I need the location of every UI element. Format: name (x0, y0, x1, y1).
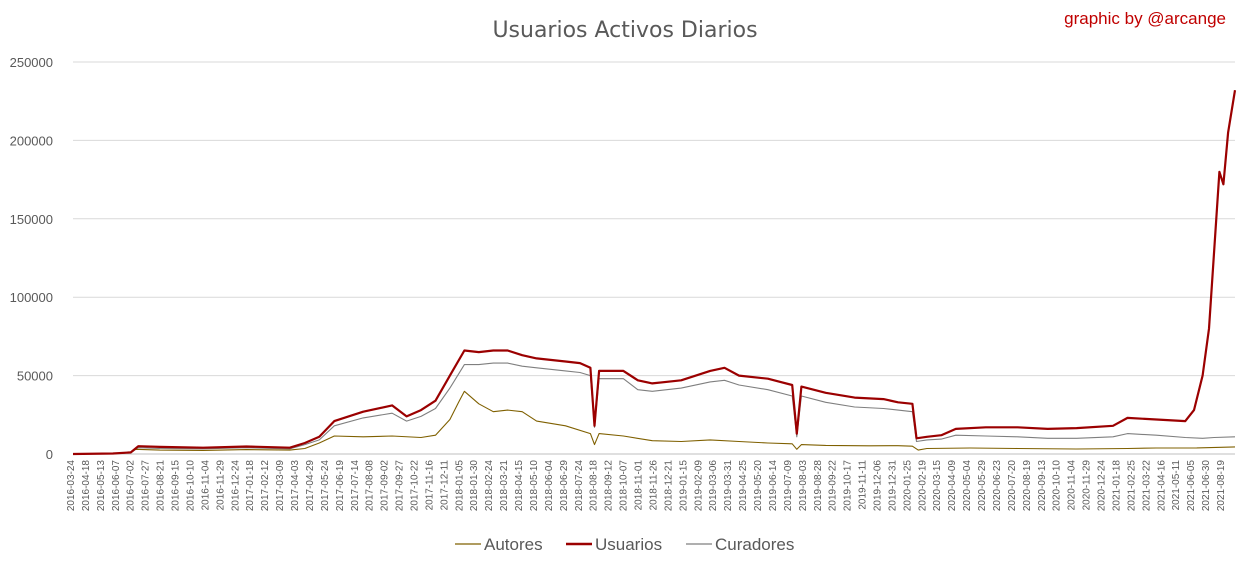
x-tick-label: 2020-08-19 (1022, 460, 1033, 512)
x-tick-label: 2018-11-01 (634, 460, 645, 511)
x-tick-label: 2020-05-04 (962, 460, 973, 512)
x-tick-label: 2017-04-29 (305, 460, 316, 512)
x-tick-label: 2020-03-15 (932, 460, 943, 512)
x-tick-label: 2021-04-16 (1156, 460, 1167, 512)
x-tick-label: 2017-11-16 (424, 460, 435, 511)
x-tick-label: 2018-07-24 (574, 460, 585, 512)
x-tick-label: 2018-01-30 (469, 460, 480, 512)
legend-label-curadores: Curadores (715, 535, 794, 554)
x-tick-label: 2018-03-21 (499, 460, 510, 512)
x-tick-label: 2017-02-12 (260, 460, 271, 512)
x-tick-label: 2021-06-30 (1201, 460, 1212, 512)
x-tick-label: 2021-08-19 (1216, 460, 1227, 512)
x-tick-label: 2017-08-08 (365, 460, 376, 512)
x-tick-label: 2019-10-17 (843, 460, 854, 512)
x-tick-label: 2017-03-09 (275, 460, 286, 512)
x-tick-label: 2017-04-03 (290, 460, 301, 512)
x-tick-label: 2017-05-24 (320, 460, 331, 512)
series-line-autores (72, 390, 1236, 455)
x-tick-label: 2018-12-21 (663, 460, 674, 512)
legend-label-autores: Autores (484, 535, 543, 554)
x-tick-label: 2020-10-10 (1052, 460, 1063, 512)
series-lines (72, 90, 1237, 456)
x-tick-label: 2017-06-19 (335, 460, 346, 512)
x-tick-label: 2018-05-10 (529, 460, 540, 512)
x-tick-label: 2019-08-03 (798, 460, 809, 512)
x-tick-label: 2019-12-31 (887, 460, 898, 512)
chart-title: Usuarios Activos Diarios (492, 18, 757, 43)
x-tick-label: 2017-10-22 (410, 460, 421, 512)
x-tick-label: 2019-12-06 (872, 460, 883, 512)
x-tick-label: 2019-07-09 (783, 460, 794, 512)
gridlines (73, 61, 1235, 455)
x-tick-label: 2016-03-24 (66, 460, 77, 512)
x-tick-label: 2019-04-25 (738, 460, 749, 512)
x-tick-label: 2019-03-31 (723, 460, 734, 512)
x-tick-label: 2018-08-18 (589, 460, 600, 512)
x-tick-label: 2020-09-13 (1037, 460, 1048, 512)
y-tick-label: 50000 (17, 369, 53, 384)
x-tick-label: 2020-06-23 (992, 460, 1003, 512)
x-axis-ticks: 2016-03-24 2016-04-18 2016-05-13 2016-06-07… (66, 460, 1227, 512)
x-tick-label: 2018-04-15 (514, 460, 525, 512)
x-tick-label: 2020-01-25 (902, 460, 913, 512)
x-tick-label: 2016-04-18 (81, 460, 92, 512)
x-tick-label: 2017-09-02 (380, 460, 391, 512)
x-tick-label: 2017-01-18 (245, 460, 256, 512)
x-tick-label: 2018-11-26 (648, 460, 659, 511)
x-tick-label: 2016-05-13 (96, 460, 107, 512)
x-tick-label: 2018-06-04 (544, 460, 555, 512)
x-tick-label: 2020-05-29 (977, 460, 988, 512)
x-tick-label: 2017-09-27 (395, 460, 406, 512)
y-tick-label: 200000 (10, 133, 53, 148)
legend-label-usuarios: Usuarios (595, 535, 662, 554)
x-tick-label: 2018-01-05 (454, 460, 465, 512)
x-tick-label: 2021-05-11 (1171, 460, 1182, 511)
x-tick-label: 2019-09-22 (828, 460, 839, 512)
x-tick-label: 2016-09-15 (171, 460, 182, 512)
legend: Autores Usuarios Curadores (455, 535, 794, 554)
x-tick-label: 2016-12-24 (230, 460, 241, 512)
x-tick-label: 2020-02-19 (917, 460, 928, 512)
y-axis-ticks: 0 50000 100000 150000 200000 250000 (10, 55, 53, 462)
x-tick-label: 2019-11-11 (858, 460, 869, 510)
x-tick-label: 2017-12-11 (439, 460, 450, 511)
x-tick-label: 2016-07-27 (141, 460, 152, 512)
x-tick-label: 2021-02-25 (1126, 460, 1137, 512)
x-tick-label: 2020-07-20 (1007, 460, 1018, 512)
x-tick-label: 2021-03-22 (1141, 460, 1152, 512)
x-tick-label: 2020-12-24 (1097, 460, 1108, 512)
x-tick-label: 2018-10-07 (619, 460, 630, 512)
x-tick-label: 2021-01-18 (1111, 460, 1122, 512)
x-tick-label: 2020-04-09 (947, 460, 958, 512)
series-line-curadores (72, 362, 1236, 455)
x-tick-label: 2016-08-21 (156, 460, 167, 512)
x-tick-label: 2019-03-06 (708, 460, 719, 512)
x-tick-label: 2016-06-07 (111, 460, 122, 512)
x-tick-label: 2016-11-29 (215, 460, 226, 511)
x-tick-label: 2018-06-29 (559, 460, 570, 512)
x-tick-label: 2016-11-04 (200, 460, 211, 511)
x-tick-label: 2019-06-14 (768, 460, 779, 512)
x-tick-label: 2017-07-14 (350, 460, 361, 512)
x-tick-label: 2021-06-05 (1186, 460, 1197, 512)
x-tick-label: 2020-11-04 (1067, 460, 1078, 511)
chart-credit: graphic by @arcange (1064, 9, 1226, 28)
y-tick-label: 0 (46, 447, 53, 462)
x-tick-label: 2020-11-29 (1082, 460, 1093, 511)
x-tick-label: 2018-09-12 (604, 460, 615, 512)
series-line-usuarios (72, 90, 1237, 456)
x-tick-label: 2018-02-24 (484, 460, 495, 512)
x-tick-label: 2016-10-10 (185, 460, 196, 512)
x-tick-label: 2019-05-20 (753, 460, 764, 512)
x-tick-label: 2019-08-28 (813, 460, 824, 512)
x-tick-label: 2016-07-02 (126, 460, 137, 512)
y-tick-label: 100000 (10, 290, 53, 305)
x-tick-label: 2019-02-09 (693, 460, 704, 512)
x-tick-label: 2019-01-15 (678, 460, 689, 512)
y-tick-label: 250000 (10, 55, 53, 70)
y-tick-label: 150000 (10, 212, 53, 227)
